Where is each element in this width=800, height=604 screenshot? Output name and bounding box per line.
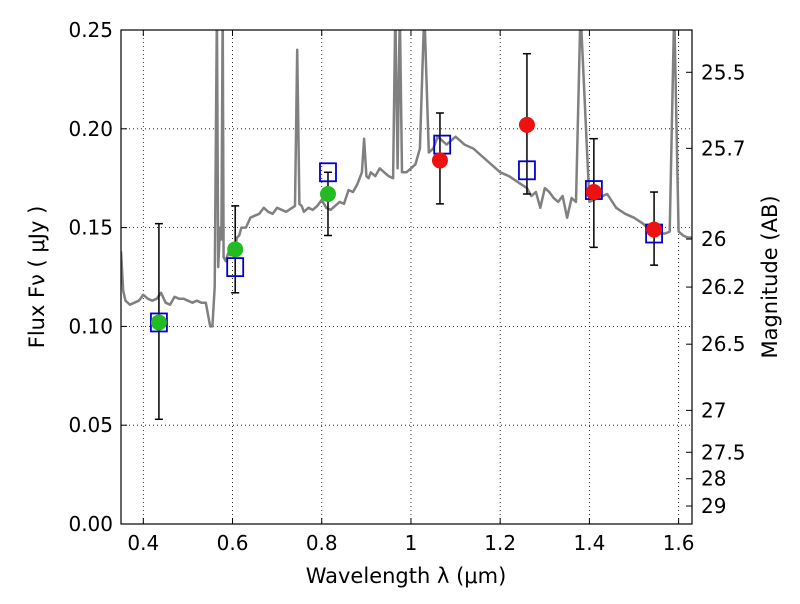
right-tick-label: 29 — [701, 494, 726, 518]
tick-layer: 0.4 0.6 0.8 1 1.2 1.4 1.6 0.00 0.05 0.10 0.15 0.20 0… — [68, 18, 745, 555]
right-tick-label: 25.5 — [701, 60, 746, 84]
model-photometry-marker — [518, 160, 536, 181]
grid — [121, 30, 692, 524]
observed-flux-marker — [431, 152, 448, 169]
observed-flux-marker — [150, 314, 167, 331]
x-axis-title: Wavelength λ (μm) — [306, 564, 507, 588]
y-tick-label: 0.05 — [68, 413, 113, 437]
right-tick-label: 26.5 — [701, 332, 746, 356]
x-tick-label: 1 — [405, 531, 418, 555]
observed-flux-marker — [646, 221, 663, 238]
observed-flux-marker — [585, 184, 602, 201]
observed-flux-marker — [518, 116, 535, 133]
right-tick-label: 26.2 — [701, 275, 746, 299]
right-tick-label: 27 — [701, 398, 726, 422]
x-tick-label: 0.6 — [217, 531, 249, 555]
right-tick-label: 28 — [701, 467, 726, 491]
x-tick-label: 1.4 — [573, 531, 605, 555]
right-tick-label: 27.5 — [701, 440, 746, 464]
y-tick-label: 0.15 — [68, 216, 113, 240]
plot-frame — [120, 29, 693, 525]
y-tick-label: 0.25 — [68, 18, 113, 42]
right-axis-title: Magnitude (AB) — [758, 195, 782, 358]
model-photometry-marker — [319, 162, 337, 183]
model-photometry-marker — [226, 257, 245, 278]
model-spectrum-line — [121, 30, 692, 328]
y-axis-title: Flux Fν ( μJy ) — [25, 206, 49, 349]
right-tick-label: 25.7 — [701, 136, 746, 160]
marker-layer — [150, 116, 663, 333]
x-tick-label: 1.2 — [484, 531, 516, 555]
observed-flux-marker — [319, 186, 336, 203]
right-tick-label: 26 — [701, 227, 726, 251]
y-tick-label: 0.10 — [68, 314, 113, 338]
y-tick-label: 0.00 — [68, 512, 113, 536]
model-spectrum-layer — [121, 30, 692, 328]
observed-flux-marker — [227, 241, 244, 258]
y-tick-label: 0.20 — [68, 117, 113, 141]
x-tick-label: 1.6 — [663, 531, 695, 555]
x-tick-label: 0.4 — [127, 531, 159, 555]
x-tick-label: 0.8 — [306, 531, 338, 555]
error-bar-layer — [154, 52, 659, 421]
